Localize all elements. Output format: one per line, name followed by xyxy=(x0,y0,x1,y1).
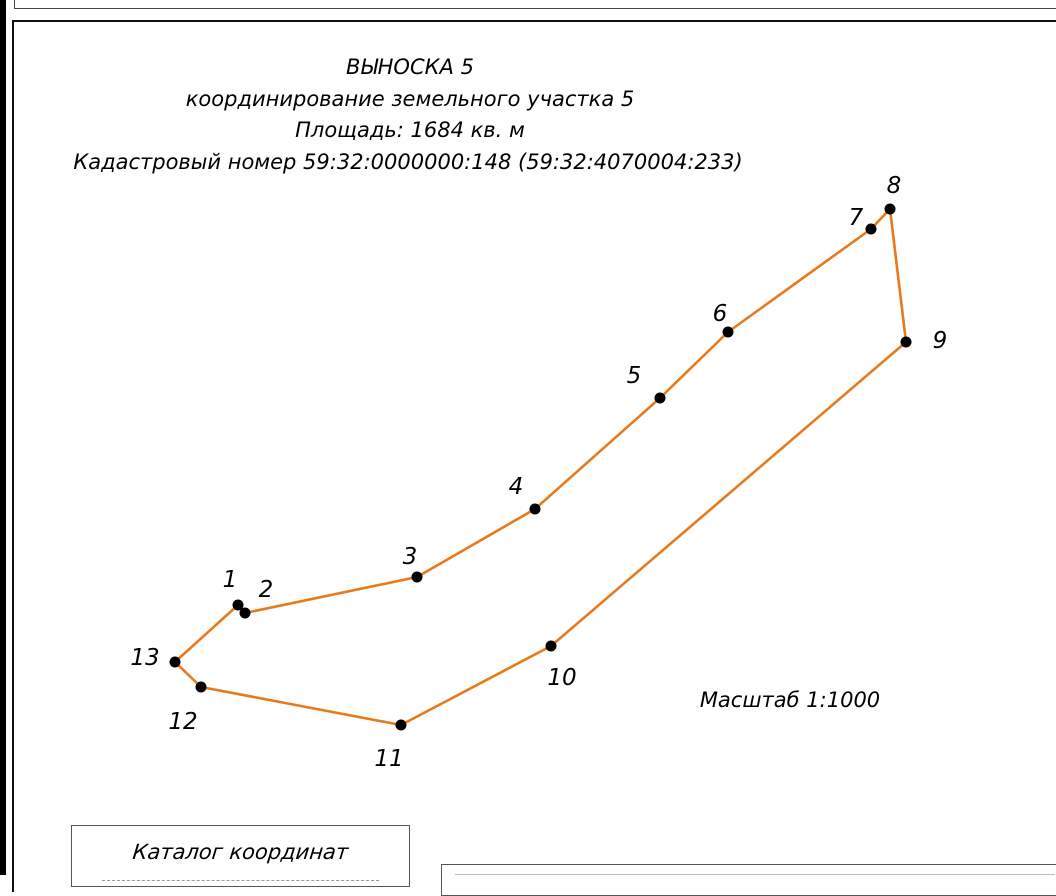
plan-area: Площадь: 1684 кв. м xyxy=(295,118,525,142)
plan-cadastral-number: Кадастровый номер 59:32:0000000:148 (59:… xyxy=(73,150,742,174)
plan-title: ВЫНОСКА 5 xyxy=(346,55,474,79)
vertex-point-13 xyxy=(169,656,181,668)
vertex-point-7 xyxy=(865,223,877,235)
vertex-point-2 xyxy=(239,607,251,619)
vertex-label-2: 2 xyxy=(259,577,274,603)
vertex-label-9: 9 xyxy=(933,328,948,354)
vertex-point-6 xyxy=(722,326,734,338)
vertex-label-8: 8 xyxy=(887,173,902,199)
vertex-label-3: 3 xyxy=(403,544,418,570)
vertex-point-8 xyxy=(884,203,896,215)
vertex-label-13: 13 xyxy=(130,645,159,671)
site-plan: ВЫНОСКА 5 координирование земельного уча… xyxy=(73,55,947,772)
vertex-label-5: 5 xyxy=(627,363,642,389)
catalog-title: Каталог координат xyxy=(131,840,350,864)
vertex-point-3 xyxy=(411,571,423,583)
vertex-point-4 xyxy=(529,503,541,515)
vertex-point-9 xyxy=(900,336,912,348)
catalog-subheader-row xyxy=(102,872,379,881)
coordinate-table xyxy=(441,864,1056,896)
vertex-point-5 xyxy=(654,392,666,404)
vertex-label-6: 6 xyxy=(713,301,728,327)
coordinate-catalog: Каталог координат xyxy=(71,825,410,887)
drawing-sheet xyxy=(12,20,1056,892)
plan-subtitle: координирование земельного участка 5 xyxy=(186,87,635,111)
vertex-label-12: 12 xyxy=(168,709,197,735)
boundary-vertices xyxy=(169,203,912,731)
vertex-label-10: 10 xyxy=(547,665,576,691)
drawing-frame-left xyxy=(0,0,6,875)
vertex-label-7: 7 xyxy=(849,205,864,231)
vertex-point-10 xyxy=(545,640,557,652)
top-title-block xyxy=(14,0,1056,9)
vertex-label-4: 4 xyxy=(509,474,524,500)
vertex-point-11 xyxy=(395,719,407,731)
vertex-point-1 xyxy=(232,599,244,611)
vertex-point-12 xyxy=(195,681,207,693)
scale-label: Масштаб 1:1000 xyxy=(700,688,880,712)
parcel-boundary xyxy=(173,207,908,727)
vertex-label-11: 11 xyxy=(374,746,403,772)
plan-header: ВЫНОСКА 5 координирование земельного уча… xyxy=(73,55,742,174)
vertex-label-1: 1 xyxy=(223,567,238,593)
